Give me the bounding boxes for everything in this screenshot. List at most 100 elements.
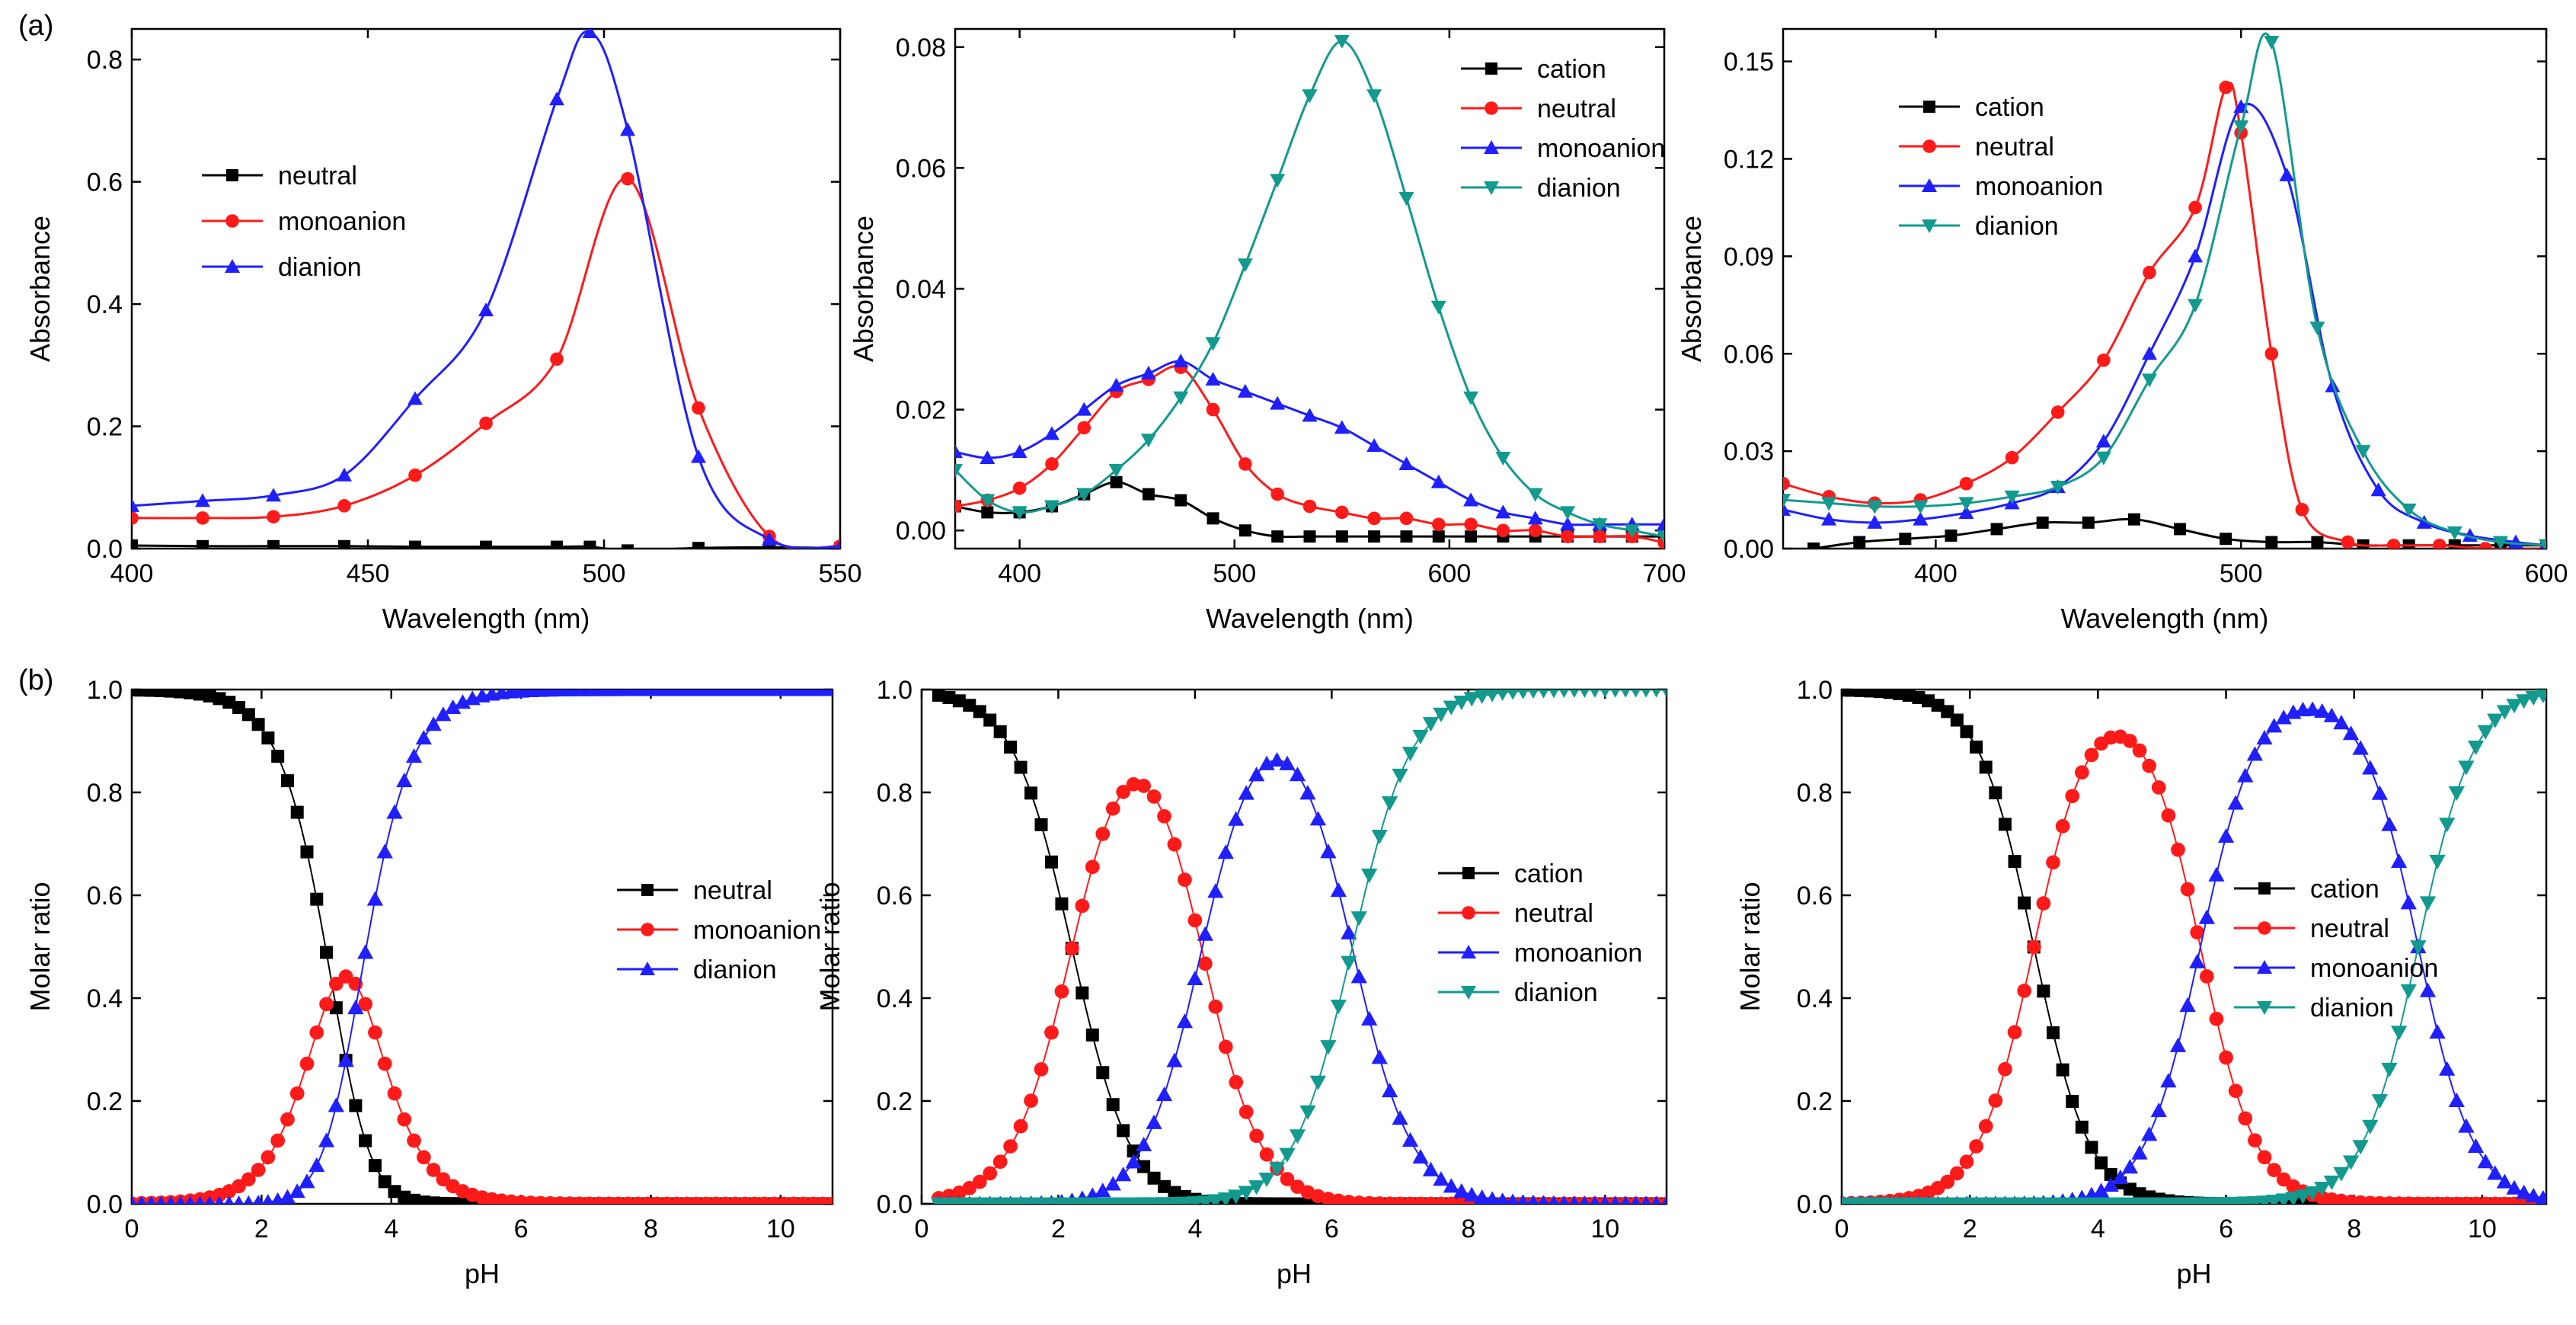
y-tick-label: 0.6 <box>87 882 123 911</box>
data-point-dianion <box>2141 373 2157 388</box>
data-point-cation <box>2056 1063 2069 1077</box>
legend-label-monoanion: monoanion <box>1537 134 1665 163</box>
legend-label-dianion: dianion <box>693 955 777 984</box>
data-point-neutral <box>1238 1105 1254 1119</box>
data-point-monoanion <box>241 1172 256 1187</box>
data-point-monoanion <box>2419 982 2437 997</box>
data-point-neutral <box>300 845 314 859</box>
data-point-dianion <box>435 706 452 722</box>
y-tick-label: 0.03 <box>1724 437 1774 466</box>
x-tick-label: 6 <box>514 1215 529 1243</box>
data-point-monoanion <box>1176 1013 1194 1029</box>
data-point-neutral <box>2151 780 2166 795</box>
legend-marker-cation <box>1462 867 1475 879</box>
data-point-dianion <box>289 1183 305 1199</box>
data-point-monoanion <box>1631 1195 1641 1204</box>
data-point-dianion <box>762 531 777 546</box>
data-point-dianion <box>262 1193 274 1204</box>
data-point-neutral <box>2190 925 2205 940</box>
legend-marker-dianion <box>1922 219 1937 233</box>
data-point-dianion <box>2429 854 2446 870</box>
data-point-monoanion <box>1600 1195 1610 1204</box>
data-point-dianion <box>2233 120 2249 134</box>
data-point-neutral <box>2007 1025 2022 1040</box>
data-point-monoanion <box>1485 1191 1500 1204</box>
data-point-neutral <box>132 690 139 697</box>
x-tick-label: 4 <box>2091 1215 2105 1243</box>
data-point-cation <box>983 713 997 727</box>
data-point-neutral <box>2074 765 2089 780</box>
data-point-dianion <box>156 1195 166 1204</box>
data-point-monoanion <box>368 1025 382 1040</box>
data-point-neutral <box>261 731 275 745</box>
data-point-monoanion <box>1155 1087 1173 1102</box>
data-point-cation <box>1854 690 1868 697</box>
data-point-neutral <box>203 690 216 703</box>
data-point-cation <box>2095 1156 2108 1170</box>
data-point-neutral <box>2219 80 2232 94</box>
legend-marker-neutral <box>226 169 238 181</box>
data-point-dianion <box>1330 999 1347 1015</box>
data-point-dianion <box>425 716 442 731</box>
data-point-neutral <box>1024 1093 1038 1108</box>
y-tick-label: 0.2 <box>87 1087 123 1116</box>
data-point-monoanion <box>1433 1171 1449 1186</box>
series-line-neutral <box>1783 82 2546 549</box>
data-point-neutral <box>972 1174 987 1189</box>
data-point-monoanion <box>2304 701 2321 716</box>
data-point-monoanion <box>1108 377 1124 392</box>
data-point-neutral <box>2143 265 2156 280</box>
plot-frame <box>130 688 834 1205</box>
y-tick-label: 0.0 <box>877 1190 912 1219</box>
data-point-dianion <box>2535 690 2546 704</box>
data-point-neutral <box>1085 859 1100 875</box>
data-point-monoanion <box>1268 751 1286 767</box>
data-point-cation <box>981 506 994 519</box>
y-tick-label: 0.0 <box>1797 1190 1833 1219</box>
data-point-dianion <box>396 772 413 788</box>
series-line-dianion <box>132 690 833 1204</box>
data-point-dianion <box>2410 940 2427 955</box>
data-point-dianion <box>1289 1129 1306 1144</box>
data-point-monoanion <box>550 352 564 366</box>
data-point-monoanion <box>2400 895 2417 910</box>
data-point-neutral <box>455 1197 469 1204</box>
data-point-monoanion <box>2416 514 2432 529</box>
data-point-dianion <box>2496 705 2513 720</box>
legend-label-neutral: neutral <box>693 876 772 905</box>
x-tick-label: 0 <box>1835 1215 1849 1243</box>
data-point-dianion <box>1205 337 1221 351</box>
legend-label-neutral: neutral <box>1514 899 1593 928</box>
data-point-dianion <box>1560 506 1576 520</box>
legend-marker-dianion <box>640 962 655 975</box>
data-point-dianion <box>224 1195 234 1204</box>
data-point-dianion <box>1302 89 1318 104</box>
data-point-dianion <box>347 1000 364 1015</box>
data-point-monoanion <box>2496 1173 2513 1189</box>
series-line-cation <box>1842 690 2543 1204</box>
data-point-neutral <box>2257 1150 2272 1165</box>
data-point-monoanion <box>1463 492 1479 507</box>
data-point-monoanion <box>1430 474 1446 488</box>
panel-label-b: (b) <box>18 664 53 696</box>
data-point-neutral <box>692 542 705 549</box>
x-tick-label: 10 <box>2468 1215 2497 1243</box>
data-point-cation <box>1303 530 1316 543</box>
x-tick-label: 8 <box>2347 1215 2361 1243</box>
data-point-monoanion <box>2381 816 2398 831</box>
data-point-cation <box>1168 1186 1181 1199</box>
y-tick-label: 0.00 <box>896 517 946 546</box>
data-point-monoanion <box>309 1025 324 1040</box>
x-tick-label: 400 <box>1914 559 1958 588</box>
data-point-dianion <box>1600 690 1610 698</box>
data-point-monoanion <box>1299 785 1316 800</box>
data-point-neutral <box>1077 421 1091 435</box>
data-point-dianion <box>2095 451 2111 466</box>
data-point-monoanion <box>1334 420 1350 434</box>
data-point-neutral <box>1146 789 1162 804</box>
data-point-dianion <box>1867 500 1883 514</box>
data-point-neutral <box>2142 758 2156 773</box>
data-point-dianion <box>2525 691 2542 706</box>
data-point-dianion <box>136 1195 146 1204</box>
data-point-monoanion <box>270 1133 286 1148</box>
